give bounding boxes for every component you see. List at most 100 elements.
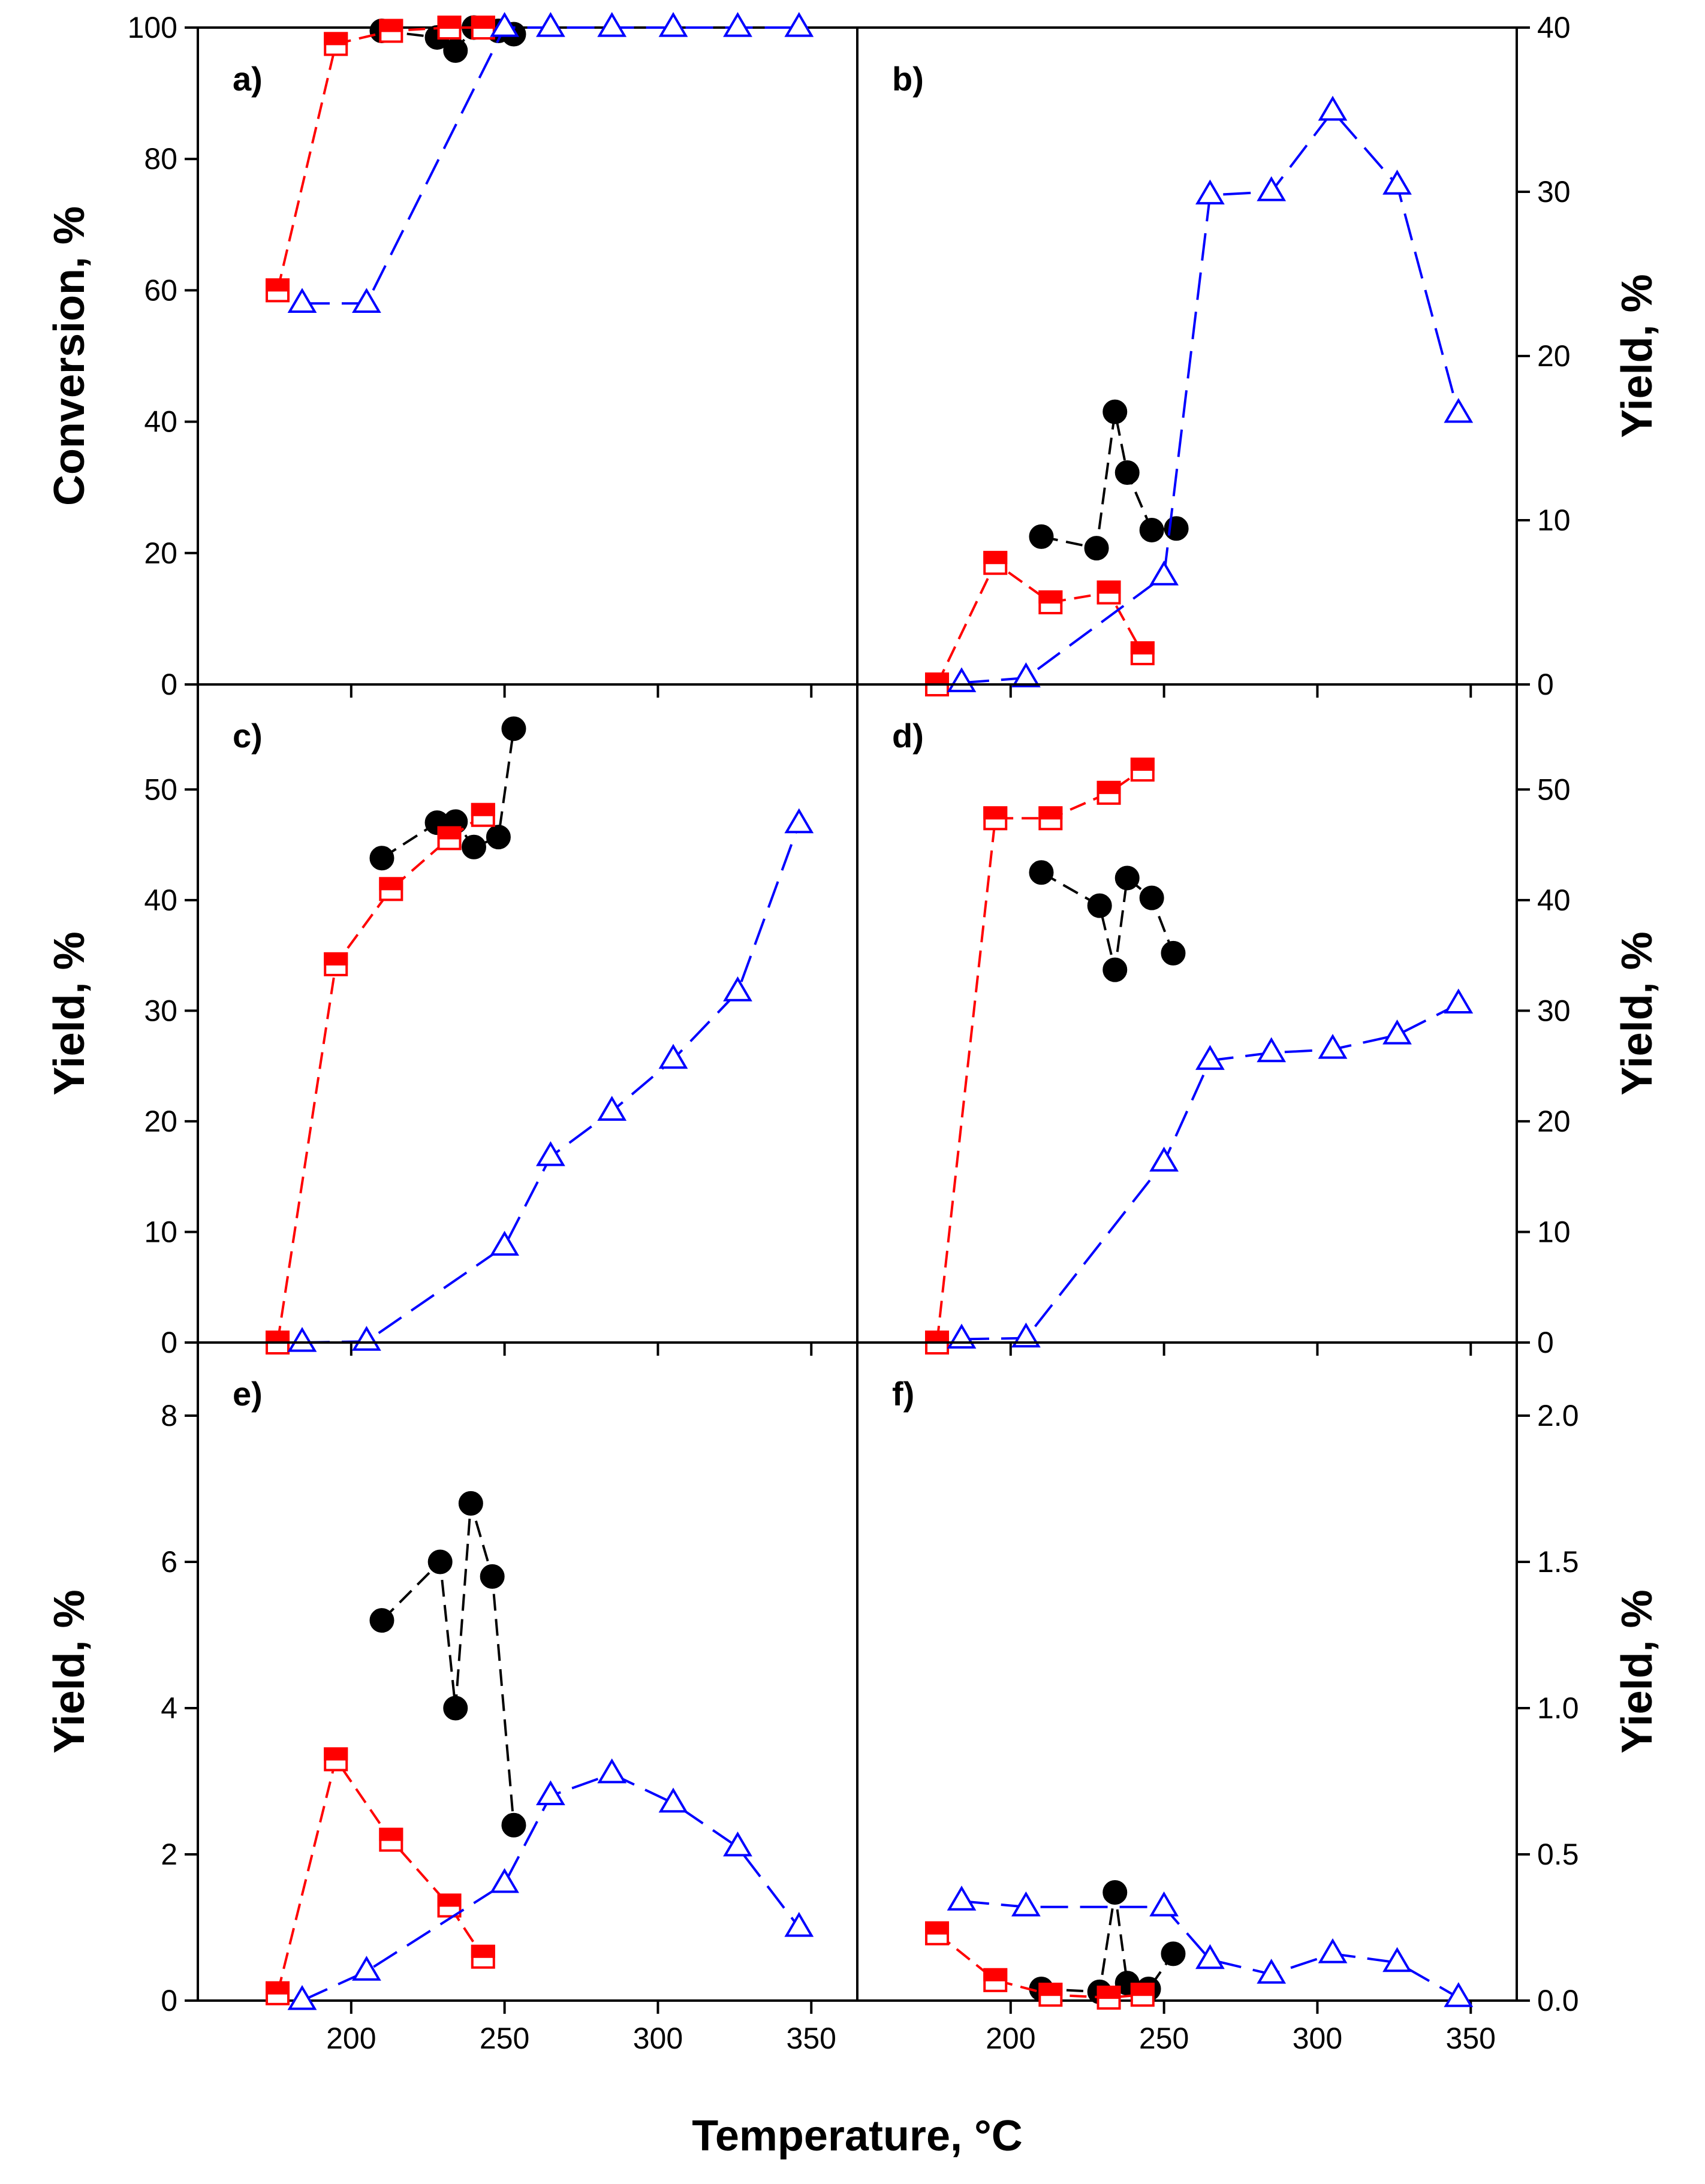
- data-point-triangle: [1149, 560, 1179, 586]
- data-point-square: [983, 551, 1008, 575]
- data-point-triangle: [1257, 1959, 1287, 1984]
- data-point-triangle: [1444, 988, 1474, 1013]
- data-point-circle: [1161, 940, 1186, 966]
- data-point-circle: [501, 1812, 526, 1838]
- panel-label: d): [892, 717, 924, 755]
- y-tick-label: 0: [161, 1326, 177, 1359]
- data-point-square: [379, 19, 403, 43]
- panel-c: 0 10 20 30 40 50 Yield, % c): [46, 683, 858, 1359]
- panel-label: e): [233, 1375, 263, 1413]
- x-tick-label: 250: [480, 2022, 529, 2055]
- y-tick-label: 1.5: [1537, 1545, 1579, 1579]
- y-tick-label: 2.0: [1537, 1399, 1579, 1432]
- y-tick-label: 0: [161, 668, 177, 701]
- data-point-triangle: [1444, 1982, 1474, 2007]
- data-point-circle: [1114, 865, 1140, 891]
- series-line: [302, 823, 800, 1344]
- data-point-triangle: [490, 1868, 519, 1893]
- data-point-square: [437, 16, 462, 40]
- data-point-triangle: [1444, 397, 1474, 423]
- series-line: [961, 1003, 1459, 1341]
- y-tick-label: 0: [1537, 1326, 1554, 1359]
- data-point-circle: [1102, 1880, 1128, 1905]
- data-point-square: [1130, 641, 1155, 665]
- series-circle-filled: [1029, 860, 1186, 982]
- series-line: [302, 26, 799, 305]
- data-point-triangle: [1318, 1938, 1348, 1963]
- data-point-triangle: [352, 288, 381, 313]
- series-line: [961, 109, 1460, 684]
- x-axis-title: Temperature, °C: [692, 2112, 1023, 2160]
- data-point-square: [1038, 806, 1063, 831]
- panel-label: c): [233, 717, 263, 755]
- data-point-triangle: [784, 12, 814, 37]
- data-point-triangle: [1149, 1147, 1179, 1172]
- data-point-triangle: [1257, 176, 1287, 201]
- y-axis-title: Yield, %: [1613, 274, 1661, 438]
- data-point-circle: [1164, 516, 1189, 541]
- data-point-square: [1096, 780, 1121, 805]
- y-tick-label: 40: [144, 883, 177, 917]
- y-tick-label: 80: [144, 142, 177, 176]
- series-triangle-open: [287, 808, 814, 1352]
- data-point-square: [324, 952, 348, 976]
- data-point-triangle: [1195, 179, 1225, 205]
- data-point-triangle: [723, 12, 752, 37]
- data-point-triangle: [352, 1956, 381, 1981]
- data-point-triangle: [723, 1831, 752, 1857]
- y-tick-label: 40: [1537, 11, 1571, 44]
- data-point-triangle: [287, 1327, 317, 1352]
- y-axis-title: Yield, %: [46, 1589, 94, 1753]
- data-point-triangle: [536, 1780, 565, 1805]
- data-point-square: [983, 806, 1008, 831]
- data-point-square: [471, 16, 495, 40]
- panel-label: f): [892, 1375, 914, 1413]
- y-tick-label: 10: [1537, 503, 1571, 537]
- y-tick-label: 0: [1537, 668, 1554, 701]
- data-point-circle: [458, 1491, 483, 1516]
- data-point-triangle: [784, 808, 814, 834]
- y-axis-title: Yield, %: [1613, 1589, 1661, 1753]
- y-tick-label: 10: [1537, 1215, 1571, 1248]
- data-point-square: [324, 32, 348, 56]
- data-point-circle: [1161, 1941, 1186, 1966]
- data-point-circle: [1114, 460, 1140, 485]
- y-tick-label: 60: [144, 273, 177, 307]
- y-axis-title: Yield, %: [1613, 931, 1661, 1095]
- data-point-circle: [369, 846, 394, 871]
- data-point-square: [379, 877, 403, 901]
- data-point-triangle: [1382, 1947, 1412, 1972]
- panel-label: b): [892, 60, 924, 98]
- series-line: [381, 1503, 515, 1826]
- y-tick-label: 50: [1537, 773, 1571, 806]
- y-axis-title: Conversion, %: [46, 206, 94, 506]
- data-point-circle: [1087, 893, 1112, 918]
- series-square-half: [266, 803, 495, 1355]
- data-point-triangle: [352, 1326, 381, 1351]
- x-tick-label: 250: [1139, 2022, 1189, 2055]
- data-point-triangle: [723, 976, 752, 1001]
- data-point-triangle: [658, 1787, 688, 1813]
- data-point-triangle: [1195, 1045, 1225, 1070]
- data-point-triangle: [658, 12, 688, 37]
- series-circle-filled: [369, 716, 526, 871]
- data-point-triangle: [1318, 95, 1348, 121]
- data-point-square: [1038, 1983, 1063, 2007]
- series-triangle-open: [947, 988, 1474, 1349]
- data-point-square: [324, 1747, 348, 1772]
- series-circle-filled: [369, 1491, 526, 1838]
- data-point-triangle: [1011, 662, 1041, 687]
- y-tick-label: 40: [144, 405, 177, 439]
- y-tick-label: 30: [1537, 994, 1571, 1027]
- series-triangle-open: [947, 1886, 1474, 2007]
- series-triangle-open: [287, 1758, 814, 2010]
- data-point-triangle: [536, 1141, 565, 1166]
- y-tick-label: 0.0: [1537, 1984, 1579, 2017]
- data-point-triangle: [1318, 1034, 1348, 1059]
- data-point-circle: [486, 825, 511, 850]
- data-point-circle: [1139, 885, 1164, 910]
- y-tick-label: 4: [161, 1691, 177, 1725]
- series-square-half: [266, 1747, 495, 2005]
- data-point-triangle: [1149, 1891, 1179, 1917]
